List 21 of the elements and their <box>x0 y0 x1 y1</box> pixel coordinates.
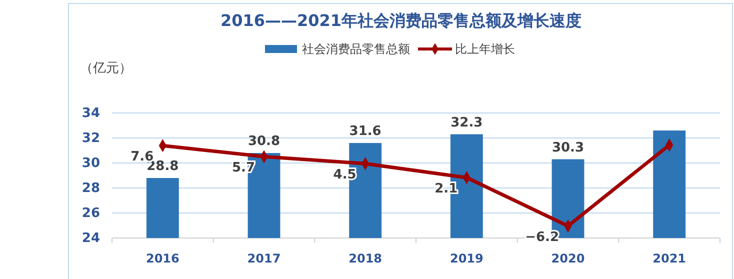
data-label: 32.3 <box>450 115 483 130</box>
data-label: −6.2 <box>525 230 559 245</box>
y-tick-label: 28 <box>82 181 100 196</box>
y-tick-label: 34 <box>82 106 100 122</box>
y-tick-label: 24 <box>82 231 100 246</box>
x-tick-label: 2017 <box>247 252 281 266</box>
y-tick-label: 30 <box>82 156 100 172</box>
y-axis-title: （亿元） <box>80 61 132 76</box>
x-tick-label: 2021 <box>652 252 686 266</box>
x-tick-label: 2016 <box>146 252 180 266</box>
x-tick-label: 2019 <box>450 252 484 266</box>
x-tick-label: 2020 <box>551 252 585 266</box>
legend-label: 比上年增长 <box>455 42 515 56</box>
x-tick-label: 2018 <box>348 252 382 266</box>
y-tick-label: 32 <box>82 131 100 146</box>
y-tick-label: 26 <box>82 206 100 222</box>
chart-title: 2016——2021年社会消费品零售总额及增长速度 <box>220 11 582 30</box>
data-label: 30.8 <box>248 134 280 149</box>
data-label: 30.3 <box>552 140 584 156</box>
data-label: 31.6 <box>349 124 382 139</box>
legend-label: 社会消费品零售总额 <box>302 42 410 56</box>
